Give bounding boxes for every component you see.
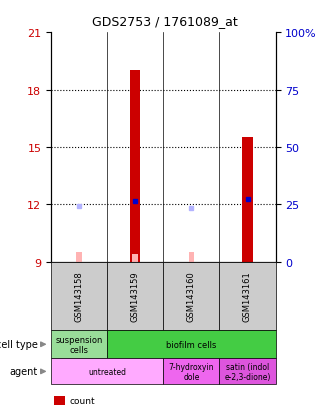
Text: agent: agent — [10, 366, 38, 377]
Text: untreated: untreated — [88, 367, 126, 376]
Text: biofilm cells: biofilm cells — [166, 340, 216, 349]
Text: GSM143160: GSM143160 — [187, 271, 196, 322]
Text: GDS2753 / 1761089_at: GDS2753 / 1761089_at — [92, 15, 238, 28]
Bar — [76, 253, 82, 262]
Bar — [189, 253, 194, 262]
Bar — [243, 138, 252, 262]
Text: cell type: cell type — [0, 339, 38, 349]
Text: count: count — [70, 396, 96, 405]
Bar — [133, 254, 138, 262]
Text: GSM143159: GSM143159 — [131, 271, 140, 322]
Text: 7-hydroxyin
dole: 7-hydroxyin dole — [169, 362, 214, 381]
Text: suspension
cells: suspension cells — [55, 335, 103, 354]
Text: satin (indol
e-2,3-dione): satin (indol e-2,3-dione) — [224, 362, 271, 381]
Text: GSM143161: GSM143161 — [243, 271, 252, 322]
Bar — [130, 71, 140, 262]
Text: GSM143158: GSM143158 — [75, 271, 84, 322]
